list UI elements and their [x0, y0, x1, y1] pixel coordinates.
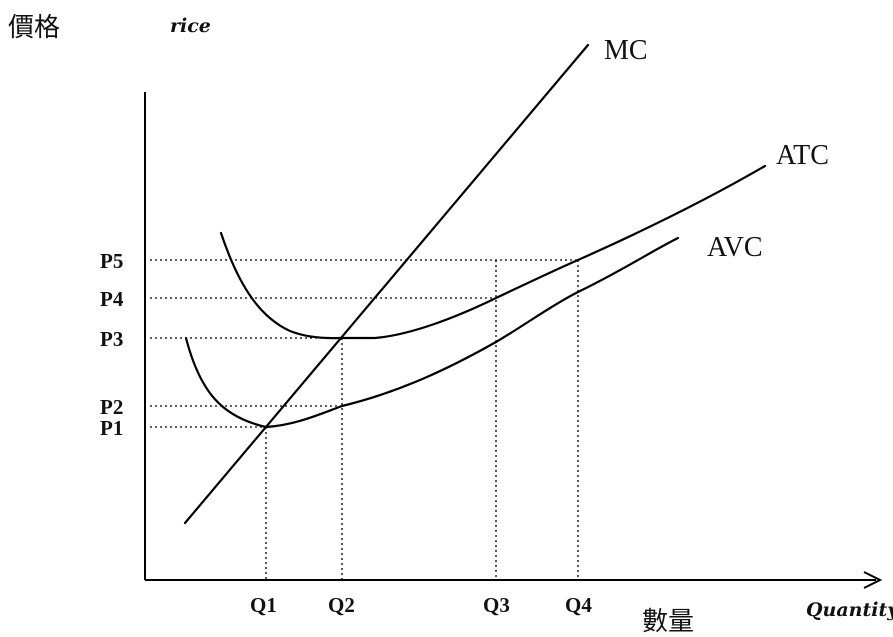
price-tick-p2: P2 — [100, 395, 123, 419]
y-axis-label-english: rice — [170, 15, 211, 37]
quantity-tick-q4: Q4 — [565, 593, 592, 617]
x-axis-arrowhead — [863, 571, 883, 589]
x-axis-label-english: Quantity — [806, 599, 893, 621]
quantity-tick-q2: Q2 — [328, 593, 355, 617]
atc-label: ATC — [776, 140, 829, 171]
quantity-tick-q3: Q3 — [483, 593, 510, 617]
price-tick-p3: P3 — [100, 327, 123, 351]
price-tick-p5: P5 — [100, 249, 123, 273]
atc-curve — [219, 164, 767, 340]
quantity-tick-q1: Q1 — [250, 593, 277, 617]
mc-curve — [183, 43, 590, 525]
avc-label: AVC — [707, 232, 763, 263]
x-axis-label-chinese: 數量 — [642, 607, 694, 637]
avc-curve — [184, 236, 680, 429]
price-tick-p4: P4 — [100, 287, 124, 311]
price-tick-p1: P1 — [100, 416, 123, 440]
mc-label: MC — [604, 35, 648, 66]
y-axis-label-chinese: 價格 — [8, 13, 60, 43]
